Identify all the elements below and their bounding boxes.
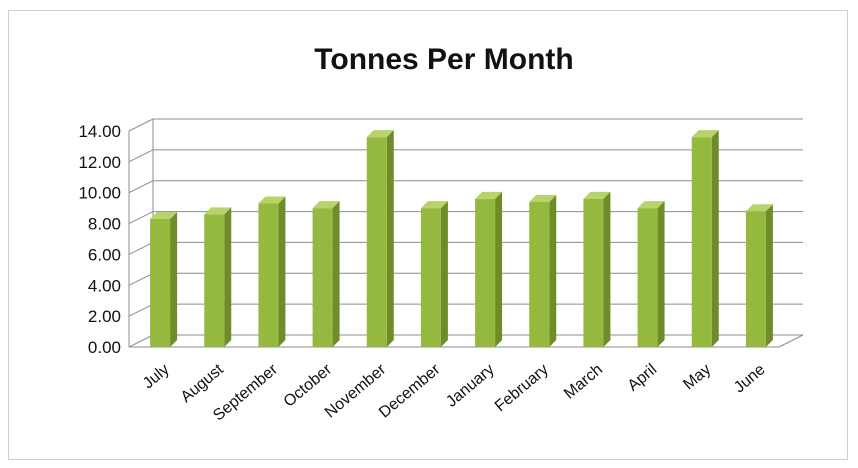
- x-tick-label: April: [625, 361, 660, 395]
- bar-front: [258, 203, 279, 347]
- x-tick-label: June: [731, 361, 769, 396]
- y-tick-label: 8.00: [88, 215, 121, 234]
- chart-title: Tonnes Per Month: [314, 43, 573, 76]
- bar-front: [204, 214, 225, 347]
- bar-front: [475, 198, 496, 347]
- gridline-depth: [128, 303, 154, 317]
- y-tick-label: 10.00: [78, 184, 121, 203]
- bar-front: [691, 137, 712, 347]
- bar-side: [549, 194, 557, 347]
- y-tick-label: 6.00: [88, 245, 121, 264]
- bar: [583, 191, 611, 347]
- bar-top: [204, 207, 232, 215]
- gridline-depth: [128, 211, 154, 225]
- y-tick-label: 0.00: [88, 338, 121, 357]
- bar: [529, 194, 557, 347]
- gridline-depth: [128, 118, 154, 132]
- bar: [366, 130, 394, 347]
- bar: [258, 196, 286, 347]
- gridline-depth: [128, 180, 154, 194]
- x-tick-label: January: [443, 361, 498, 411]
- bar-side: [603, 191, 611, 347]
- bar-top: [637, 201, 665, 209]
- bar-top: [583, 191, 611, 199]
- bar: [204, 207, 232, 347]
- bar: [745, 204, 773, 347]
- gridline-depth: [128, 272, 154, 286]
- bar-side: [711, 130, 719, 347]
- x-tick-label: August: [178, 361, 228, 406]
- bar-side: [386, 130, 394, 347]
- bar-front: [366, 137, 387, 347]
- bar-top: [475, 191, 503, 199]
- bar: [637, 201, 665, 347]
- bar-front: [312, 208, 333, 347]
- bar-top: [150, 211, 178, 219]
- bar-top: [529, 194, 557, 202]
- bar: [475, 191, 503, 347]
- bar-front: [150, 218, 171, 347]
- bar-front: [745, 211, 766, 347]
- bar-top: [691, 130, 719, 138]
- bar: [150, 211, 178, 347]
- bar-top: [258, 196, 286, 204]
- bar-top: [366, 130, 394, 138]
- x-tick-label: March: [561, 361, 606, 403]
- bar-front: [583, 198, 604, 347]
- gridline-depth: [128, 334, 154, 348]
- x-tick-label: February: [492, 361, 552, 415]
- y-tick-label: 2.00: [88, 307, 121, 326]
- bar-top: [420, 201, 448, 209]
- bar-front: [637, 208, 658, 347]
- bar: [420, 201, 448, 347]
- bar-side: [332, 201, 340, 347]
- gridline-depth: [128, 241, 154, 255]
- chart-svg: Tonnes Per Month 0.00 2.00 4.00 6.00 8.00 10.…: [78, 43, 804, 425]
- bar-top: [745, 204, 773, 212]
- x-tick-label: July: [140, 361, 173, 392]
- y-axis-ticks: 0.00 2.00 4.00 6.00 8.00 10.00 12.00 14.00: [78, 122, 121, 357]
- bar-top: [312, 201, 340, 209]
- bar-side: [224, 207, 232, 347]
- bar: [312, 201, 340, 347]
- chart-frame: Tonnes Per Month 0.00 2.00 4.00 6.00 8.00 10.…: [8, 10, 848, 460]
- bar-side: [170, 211, 178, 347]
- bar-side: [765, 204, 773, 347]
- bar-side: [440, 201, 448, 347]
- bar-side: [495, 191, 503, 347]
- bar-side: [278, 196, 286, 347]
- y-tick-label: 14.00: [78, 122, 121, 141]
- bar-front: [420, 208, 441, 347]
- bar-side: [657, 201, 665, 347]
- x-tick-label: May: [680, 361, 714, 393]
- x-tick-label: December: [376, 361, 444, 422]
- y-tick-label: 12.00: [78, 153, 121, 172]
- bar-front: [529, 201, 550, 347]
- floor-right-edge: [778, 334, 804, 348]
- bar: [691, 130, 719, 347]
- gridline-depth: [128, 149, 154, 163]
- bar-layer: [150, 130, 773, 347]
- y-tick-label: 4.00: [88, 276, 121, 295]
